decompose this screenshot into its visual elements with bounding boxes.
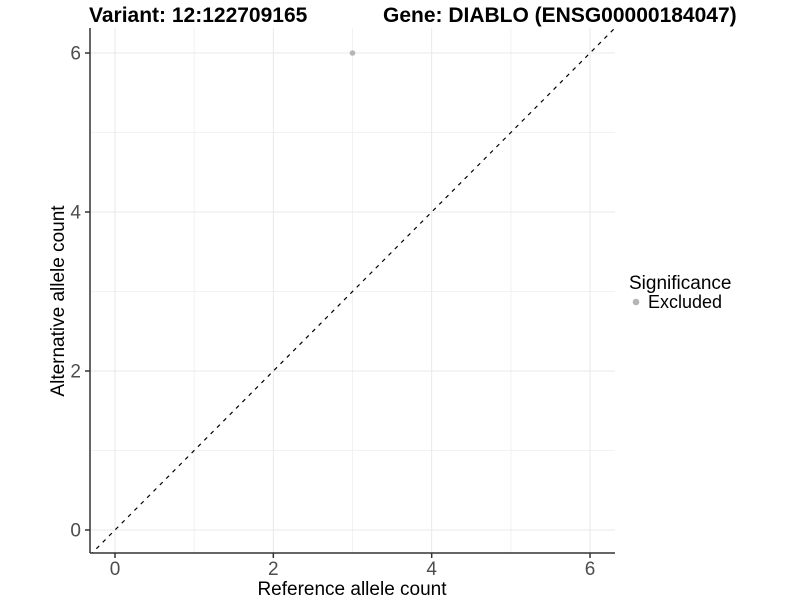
gene-title: Gene: DIABLO (ENSG00000184047) (383, 4, 737, 27)
legend-title: Significance (629, 273, 731, 294)
minor-gridlines (90, 28, 615, 553)
legend-item-label: Excluded (648, 292, 722, 312)
identity-dashed-line (91, 28, 615, 553)
variant-title: Variant: 12:122709165 (89, 4, 308, 27)
y-axis-title: Alternative allele count (48, 205, 69, 397)
legend-key-dot-icon (632, 298, 640, 306)
y-tick-label: 2 (70, 362, 81, 383)
data-points-layer (349, 50, 356, 56)
x-tick-label: 2 (268, 559, 279, 580)
x-tick-label: 6 (585, 559, 596, 580)
x-tick-label: 0 (110, 559, 121, 580)
x-axis-title: Reference allele count (257, 579, 447, 600)
x-tick-label: 4 (426, 559, 437, 580)
data-point (349, 50, 356, 56)
axis-ticks: 0 2 4 6 0 2 4 6 (70, 44, 595, 581)
y-tick-label: 0 (70, 521, 81, 542)
y-tick-label: 6 (70, 44, 81, 65)
legend: Significance Excluded (629, 273, 731, 312)
y-tick-label: 4 (70, 203, 81, 224)
